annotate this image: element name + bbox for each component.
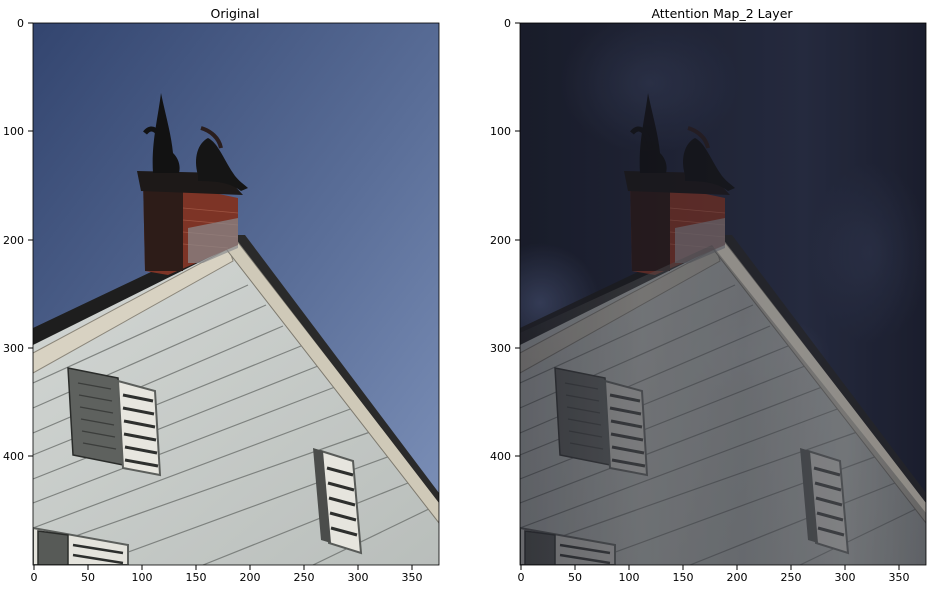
x-tick-label: 250	[781, 571, 802, 584]
x-tick-label: 200	[240, 571, 261, 584]
x-tick-label: 50	[568, 571, 582, 584]
x-tick-label: 350	[402, 571, 423, 584]
x-tick-label: 0	[31, 571, 38, 584]
x-tick-label: 0	[518, 571, 525, 584]
x-tick-label: 150	[186, 571, 207, 584]
x-tick-label: 300	[835, 571, 856, 584]
x-tick-label: 300	[348, 571, 369, 584]
y-axis: 0 100 200 300 400	[490, 17, 520, 463]
x-axis: 0 50 100 150 200 250 300 350	[31, 565, 423, 584]
attention-image	[519, 22, 927, 566]
y-tick-label: 200	[490, 234, 511, 247]
x-tick-label: 250	[294, 571, 315, 584]
y-tick-label: 400	[490, 450, 511, 463]
panel-attention: Attention Map_2 Layer 0 100	[490, 6, 927, 584]
x-tick-label: 50	[81, 571, 95, 584]
x-tick-label: 350	[889, 571, 910, 584]
panel-title: Original	[211, 6, 260, 21]
x-tick-label: 100	[619, 571, 640, 584]
y-tick-label: 100	[3, 125, 24, 138]
original-image	[32, 22, 440, 566]
y-tick-label: 400	[3, 450, 24, 463]
x-tick-label: 200	[727, 571, 748, 584]
x-axis: 0 50 100 150 200 250 300 350	[518, 565, 910, 584]
panel-original: Original 0 100 200 300 400 0 50	[3, 6, 440, 584]
y-tick-label: 100	[490, 125, 511, 138]
y-tick-label: 300	[3, 342, 24, 355]
y-tick-label: 200	[3, 234, 24, 247]
y-axis: 0 100 200 300 400	[3, 17, 33, 463]
x-tick-label: 150	[673, 571, 694, 584]
y-tick-label: 300	[490, 342, 511, 355]
y-tick-label: 0	[504, 17, 511, 30]
x-tick-label: 100	[132, 571, 153, 584]
panel-title: Attention Map_2 Layer	[651, 6, 793, 21]
y-tick-label: 0	[17, 17, 24, 30]
